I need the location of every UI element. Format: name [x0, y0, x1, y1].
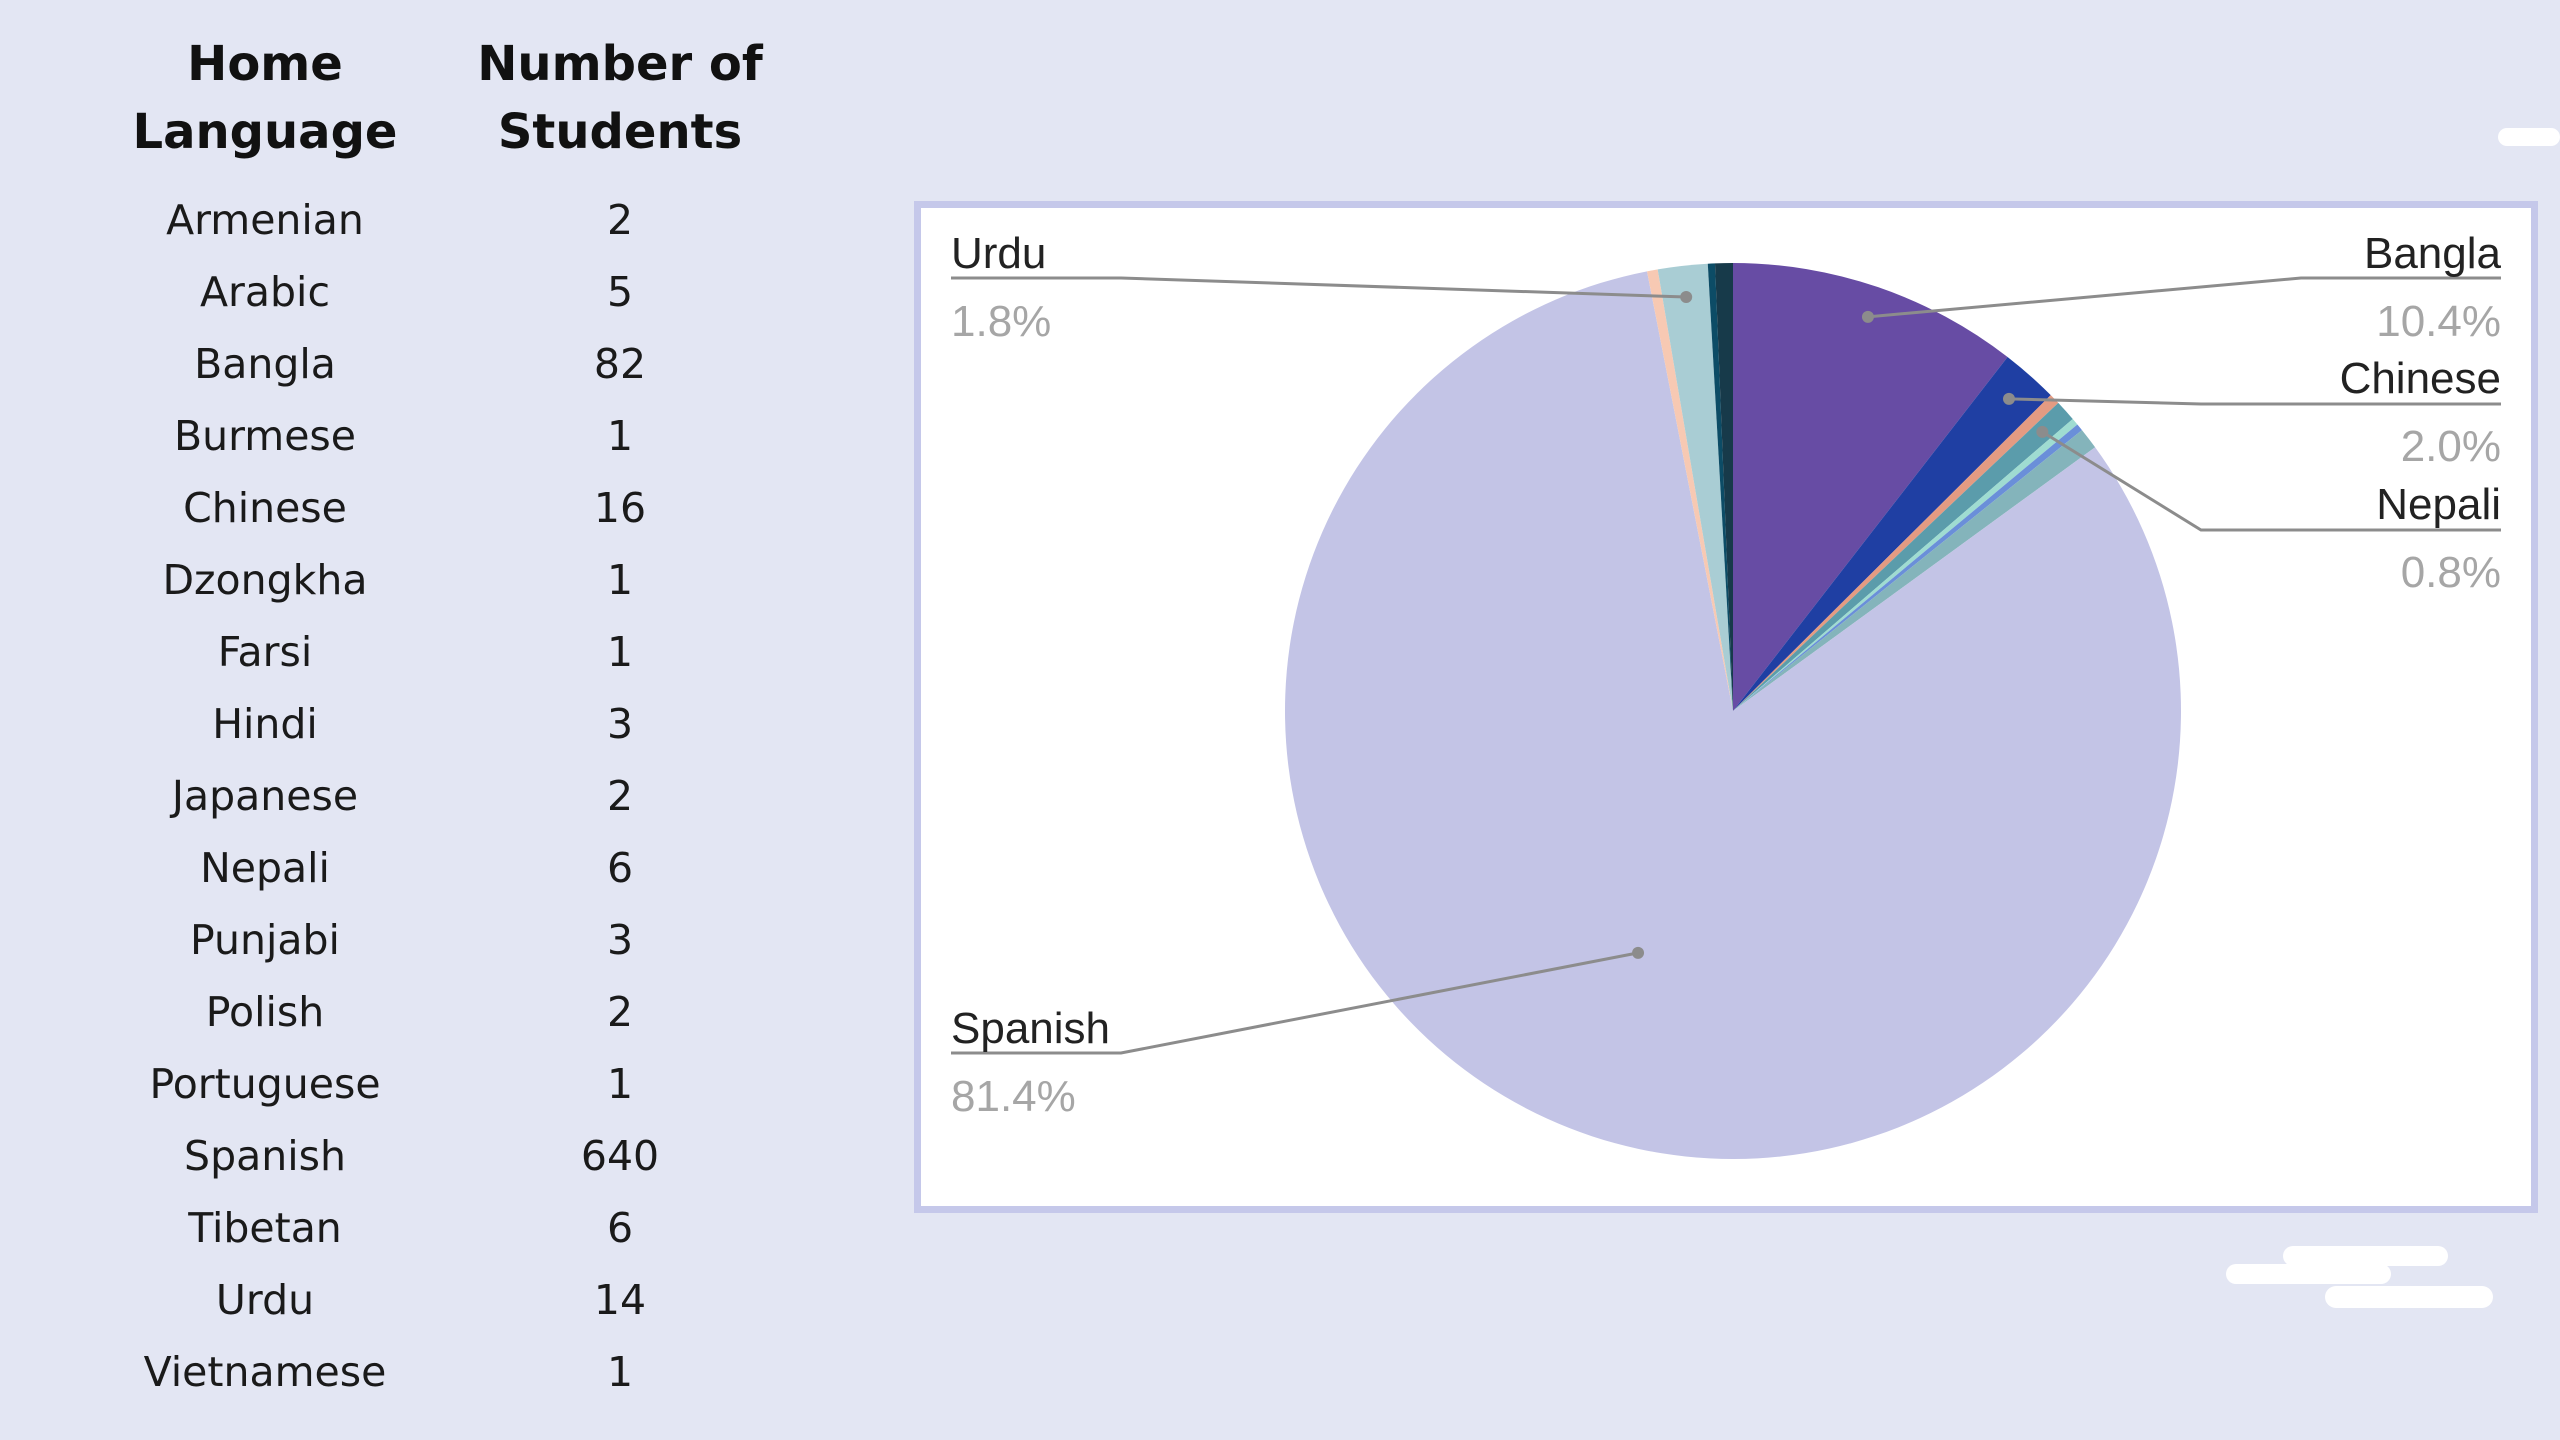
header-number-of-students: Number of Students [477, 36, 763, 160]
table-row: Tibetan 6 [110, 1192, 840, 1264]
decorative-dash-3 [2325, 1286, 2493, 1308]
table-row: Arabic 5 [110, 256, 840, 328]
table-body: Armenian 2 Arabic 5 Bangla 82 Burmese 1 Chinese 1… [110, 184, 840, 1408]
language-cell: Chinese [183, 484, 347, 532]
language-cell: Urdu [215, 1276, 315, 1324]
pie-slice-polish [1733, 424, 2082, 711]
leader-line-nepali [2041, 430, 2501, 532]
pie-slice-tibetan [1733, 430, 2096, 711]
leader-line-chinese [2008, 397, 2501, 406]
pie-slice-japanese [1733, 418, 2078, 711]
slice-percent-chinese: 2.0% [2401, 422, 2501, 471]
slice-label-urdu: Urdu [951, 229, 1046, 278]
language-cell: Polish [205, 988, 325, 1036]
pie-slice-hindi [1733, 395, 2059, 711]
table-row: Farsi 1 [110, 616, 840, 688]
student-count-cell: 3 [606, 916, 634, 964]
table-row: Japanese 2 [110, 760, 840, 832]
student-count-cell: 82 [593, 340, 647, 388]
table-row: Polish 2 [110, 976, 840, 1048]
leader-dot-bangla [1861, 310, 1874, 323]
table-row: Urdu 14 [110, 1264, 840, 1336]
pie-chart-panel: Urdu 1.8% Bangla 10.4% Chinese 2.0% Nepali 0.8%… [914, 201, 2538, 1213]
table-row: Spanish 640 [110, 1120, 840, 1192]
pie-slice-bangla [1733, 263, 2008, 711]
student-count-cell: 6 [606, 844, 634, 892]
student-count-cell: 3 [606, 700, 634, 748]
table-row: Armenian 2 [110, 184, 840, 256]
language-cell: Japanese [171, 772, 359, 820]
table-row: Bangla 82 [110, 328, 840, 400]
language-cell: Spanish [184, 1132, 346, 1180]
decorative-dash-top [2498, 128, 2560, 146]
student-count-cell: 2 [606, 772, 634, 820]
language-cell: Farsi [217, 628, 313, 676]
language-cell: Tibetan [188, 1204, 342, 1252]
student-count-cell: 1 [606, 628, 634, 676]
leader-dot-nepali [2036, 425, 2049, 438]
pie-slice-urdu [1657, 263, 1733, 711]
slice-percent-spanish: 81.4% [951, 1072, 1076, 1121]
slice-percent-nepali: 0.8% [2401, 548, 2501, 597]
table-row: Burmese 1 [110, 400, 840, 472]
table-header: Home Language Number of Students [110, 30, 840, 166]
language-cell: Armenian [166, 196, 364, 244]
student-count-cell: 14 [593, 1276, 647, 1324]
student-count-cell: 640 [580, 1132, 660, 1180]
pie-slice-nepali [1733, 402, 2073, 711]
leader-dot-chinese [2002, 392, 2015, 405]
header-home-language: Home Language [132, 36, 398, 160]
student-count-cell: 6 [606, 1204, 634, 1252]
leader-dot-spanish [1632, 946, 1645, 959]
student-count-cell: 1 [606, 1348, 634, 1396]
student-count-cell: 1 [606, 1060, 634, 1108]
slice-label-spanish: Spanish [951, 1004, 1110, 1053]
student-count-cell: 2 [606, 196, 634, 244]
language-table: Home Language Number of Students Armenia… [110, 30, 840, 1408]
student-count-cell: 1 [606, 412, 634, 460]
language-cell: Dzongkha [162, 556, 368, 604]
leader-line-spanish [951, 951, 1639, 1055]
table-row: Hindi 3 [110, 688, 840, 760]
table-row: Portuguese 1 [110, 1048, 840, 1120]
table-row: Vietnamese 1 [110, 1336, 840, 1408]
table-row: Punjabi 3 [110, 904, 840, 976]
student-count-cell: 16 [593, 484, 647, 532]
pie-chart: Urdu 1.8% Bangla 10.4% Chinese 2.0% Nepali 0.8%… [951, 229, 2502, 1159]
language-cell: Hindi [212, 700, 318, 748]
slice-percent-urdu: 1.8% [951, 297, 1051, 346]
pie-slice-arabic [1714, 263, 1733, 711]
student-count-cell: 2 [606, 988, 634, 1036]
slice-label-nepali: Nepali [2376, 480, 2501, 529]
table-row: Chinese 16 [110, 472, 840, 544]
table-row: Dzongkha 1 [110, 544, 840, 616]
table-row: Nepali 6 [110, 832, 840, 904]
language-cell: Bangla [194, 340, 336, 388]
pie-slice-chinese [1733, 356, 2051, 711]
slice-percent-bangla: 10.4% [2376, 297, 2501, 346]
language-cell: Burmese [174, 412, 356, 460]
pie-slice-punjabi [1647, 269, 1733, 711]
pie-slice-spanish [1285, 271, 2181, 1159]
language-cell: Vietnamese [143, 1348, 387, 1396]
language-cell: Portuguese [149, 1060, 381, 1108]
language-cell: Nepali [200, 844, 330, 892]
student-count-cell: 1 [606, 556, 634, 604]
decorative-dash-1 [2283, 1246, 2448, 1266]
slice-label-chinese: Chinese [2340, 354, 2501, 403]
leader-dot-urdu [1680, 290, 1693, 303]
slice-label-bangla: Bangla [2364, 229, 2502, 278]
pie-slice-armenian [1707, 263, 1733, 711]
leader-line-bangla [1867, 276, 2501, 319]
language-cell: Arabic [200, 268, 330, 316]
language-cell: Punjabi [190, 916, 340, 964]
student-count-cell: 5 [606, 268, 634, 316]
decorative-dash-2 [2226, 1264, 2391, 1284]
leader-line-urdu [951, 276, 1687, 299]
